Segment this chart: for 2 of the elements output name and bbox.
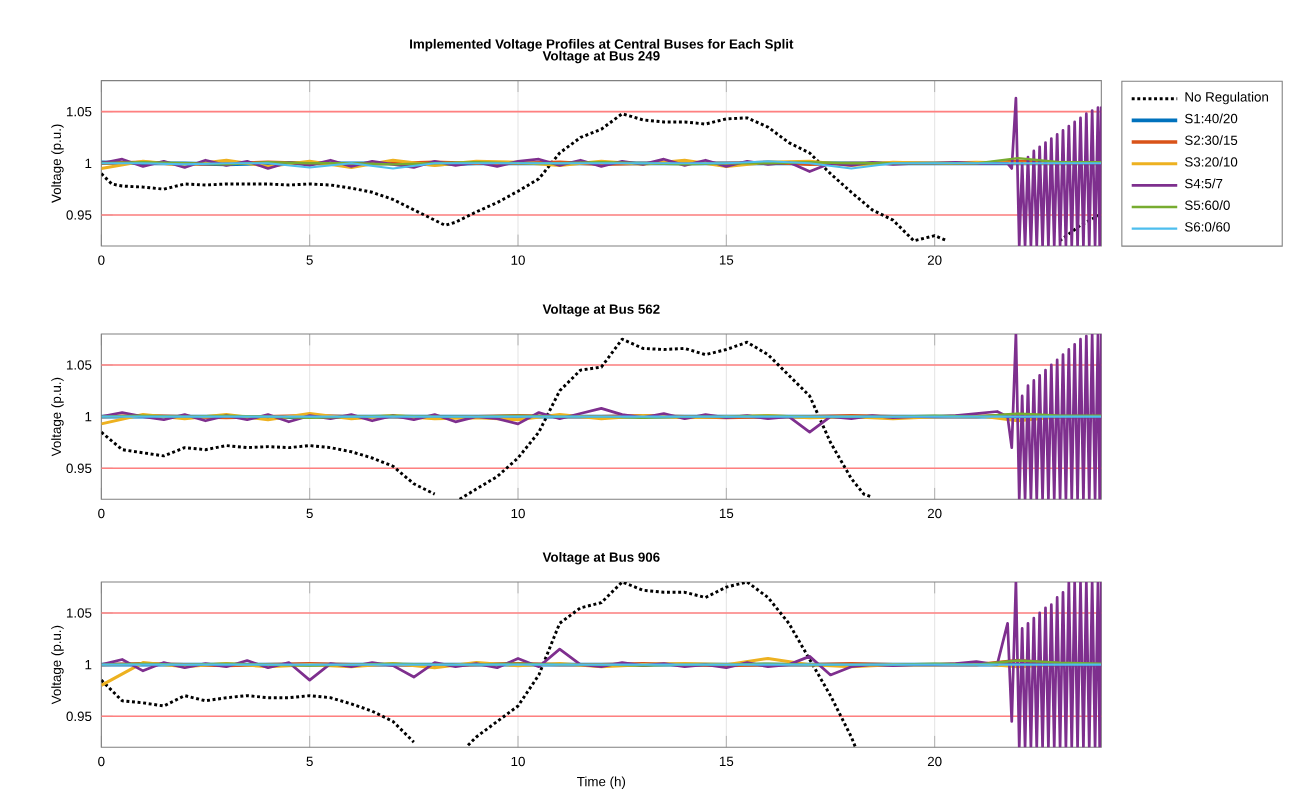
- line-series: [101, 333, 1102, 500]
- line-series: [101, 581, 1102, 748]
